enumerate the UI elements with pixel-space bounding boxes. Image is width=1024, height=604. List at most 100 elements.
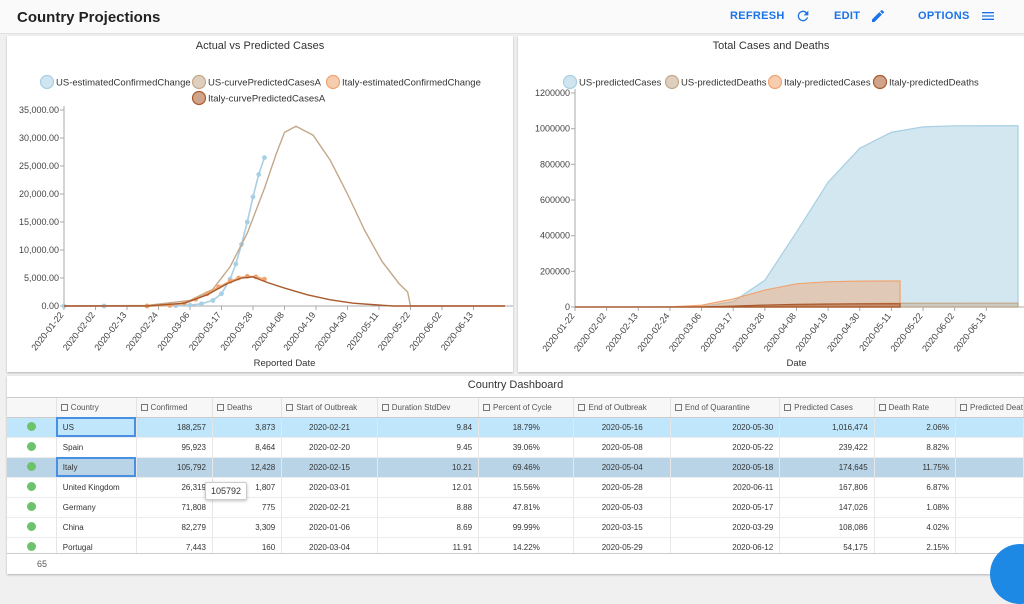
table-cell[interactable]: 2020-05-22 (670, 437, 781, 458)
table-cell[interactable]: 54,175 (779, 537, 875, 553)
table-cell[interactable]: 147,026 (779, 497, 875, 518)
table-cell[interactable]: 12.01 (377, 477, 480, 498)
table-cell[interactable]: 39.06% (478, 437, 575, 458)
table-cell[interactable]: 2020-05-18 (670, 457, 781, 478)
table-cell[interactable]: 2020-01-06 (281, 517, 378, 538)
column-header[interactable]: Death Rate (874, 398, 957, 418)
table-cell[interactable]: 11.75% (874, 457, 957, 478)
country-cell[interactable]: China (56, 517, 137, 538)
column-header[interactable]: Percent of Cycle (478, 398, 575, 418)
table-cell[interactable]: 2020-03-15 (573, 517, 671, 538)
table-cell[interactable]: 26,319 (136, 477, 213, 498)
table-cell[interactable]: 1.08% (874, 497, 957, 518)
table-cell[interactable]: 82,279 (136, 517, 213, 538)
country-cell[interactable]: Portugal (56, 537, 137, 553)
country-cell[interactable]: Italy (56, 457, 137, 478)
table-cell[interactable]: 2020-05-08 (573, 437, 671, 458)
edit-button[interactable]: EDIT (834, 8, 886, 24)
column-header[interactable]: Predicted Deat (955, 398, 1024, 418)
column-header[interactable]: Start of Outbreak (281, 398, 378, 418)
table-row[interactable]: Italy 105,792 12,428 2020-02-15 10.21 69.46% 2… (7, 457, 1024, 478)
table-cell[interactable]: 8,464 (212, 437, 283, 458)
table-cell[interactable]: 95,923 (136, 437, 213, 458)
table-cell[interactable]: 47.81% (478, 497, 575, 518)
table-cell[interactable]: 174,645 (779, 457, 875, 478)
table-cell[interactable]: 2020-03-04 (281, 537, 378, 553)
column-header[interactable]: Country (56, 398, 137, 418)
table-cell[interactable]: 11.91 (377, 537, 480, 553)
column-header[interactable]: Predicted Cases (779, 398, 875, 418)
table-cell[interactable]: 2020-02-15 (281, 457, 378, 478)
table-cell[interactable]: 7,443 (136, 537, 213, 553)
table-cell[interactable]: 2020-05-28 (573, 477, 671, 498)
table-row[interactable]: United Kingdom 26,319 1,807 2020-03-01 12.01… (7, 477, 1024, 498)
table-cell[interactable]: 71,808 (136, 497, 213, 518)
x-tick-label: 2020-05-11 (857, 311, 893, 353)
column-header[interactable]: End of Quarantine (670, 398, 781, 418)
table-cell[interactable]: 10.21 (377, 457, 480, 478)
table-cell[interactable]: 2020-05-29 (573, 537, 671, 553)
table-cell[interactable]: 2.15% (874, 537, 957, 553)
table-cell[interactable]: 1,016,474 (779, 417, 875, 438)
table-cell[interactable]: 8.69 (377, 517, 480, 538)
country-cell[interactable]: US (56, 417, 137, 438)
legend-item: US-predictedDeaths (664, 74, 767, 90)
table-cell[interactable]: 2020-05-30 (670, 417, 781, 438)
table-cell[interactable]: 9.84 (377, 417, 480, 438)
table-cell[interactable]: 239,422 (779, 437, 875, 458)
table-row[interactable]: Germany 71,808 775 2020-02-21 8.88 47.81% 2020… (7, 497, 1024, 518)
y-tick-label: 200000 (540, 266, 570, 276)
select-column-header[interactable] (7, 398, 57, 418)
table-cell[interactable]: 2020-03-29 (670, 517, 781, 538)
x-tick-label: 2020-06-13 (439, 310, 475, 352)
table-cell[interactable]: 2020-03-01 (281, 477, 378, 498)
table-cell[interactable]: 2020-06-12 (670, 537, 781, 553)
column-header[interactable]: Deaths (212, 398, 283, 418)
column-header[interactable]: Confirmed (136, 398, 213, 418)
table-cell[interactable]: 160 (212, 537, 283, 553)
country-cell[interactable]: Spain (56, 437, 137, 458)
country-dashboard-grid[interactable]: Country Confirmed Deaths Start of Outbreak D… (7, 397, 1024, 553)
table-cell[interactable]: 18.79% (478, 417, 575, 438)
table-cell[interactable]: 12,428 (212, 457, 283, 478)
country-cell[interactable]: United Kingdom (56, 477, 137, 498)
table-cell[interactable]: 775 (212, 497, 283, 518)
legend-label: US-predictedDeaths (681, 78, 767, 89)
legend-swatch (664, 74, 680, 90)
table-row[interactable]: US 188,257 3,873 2020-02-21 9.84 18.79% 2020-0… (7, 417, 1024, 438)
table-cell[interactable]: 3,309 (212, 517, 283, 538)
table-cell[interactable]: 2020-05-04 (573, 457, 671, 478)
legend-label: Italy-predictedDeaths (889, 78, 979, 89)
table-cell[interactable]: 105,792 (136, 457, 213, 478)
table-cell[interactable]: 15.56% (478, 477, 575, 498)
table-cell[interactable]: 2020-02-20 (281, 437, 378, 458)
table-cell[interactable]: 167,806 (779, 477, 875, 498)
table-cell[interactable]: 2.06% (874, 417, 957, 438)
table-cell[interactable]: 2020-05-17 (670, 497, 781, 518)
table-cell[interactable]: 4.02% (874, 517, 957, 538)
table-cell[interactable]: 2020-05-16 (573, 417, 671, 438)
table-cell[interactable]: 69.46% (478, 457, 575, 478)
country-cell[interactable]: Germany (56, 497, 137, 518)
table-cell[interactable]: 14.22% (478, 537, 575, 553)
table-cell[interactable]: 99.99% (478, 517, 575, 538)
table-row[interactable]: Portugal 7,443 160 2020-03-04 11.91 14.22% 202… (7, 537, 1024, 553)
table-cell[interactable]: 108,086 (779, 517, 875, 538)
table-cell[interactable]: 188,257 (136, 417, 213, 438)
table-cell[interactable]: 8.82% (874, 437, 957, 458)
table-cell[interactable]: 6.87% (874, 477, 957, 498)
column-header[interactable]: Duration StdDev (377, 398, 480, 418)
table-cell[interactable]: 9.45 (377, 437, 480, 458)
series-area-Italy-predictedCases (574, 280, 901, 308)
table-cell[interactable]: 2020-02-21 (281, 497, 378, 518)
table-row[interactable]: Spain 95,923 8,464 2020-02-20 9.45 39.06% 2020… (7, 437, 1024, 458)
options-button[interactable]: OPTIONS (918, 8, 996, 24)
table-cell[interactable]: 2020-02-21 (281, 417, 378, 438)
column-header[interactable]: End of Outbreak (573, 398, 671, 418)
table-row[interactable]: China 82,279 3,309 2020-01-06 8.69 99.99% 2020… (7, 517, 1024, 538)
table-cell[interactable]: 2020-05-03 (573, 497, 671, 518)
table-cell[interactable]: 8.88 (377, 497, 480, 518)
refresh-button[interactable]: REFRESH (730, 8, 811, 24)
table-cell[interactable]: 3,873 (212, 417, 283, 438)
table-cell[interactable]: 2020-06-11 (670, 477, 781, 498)
